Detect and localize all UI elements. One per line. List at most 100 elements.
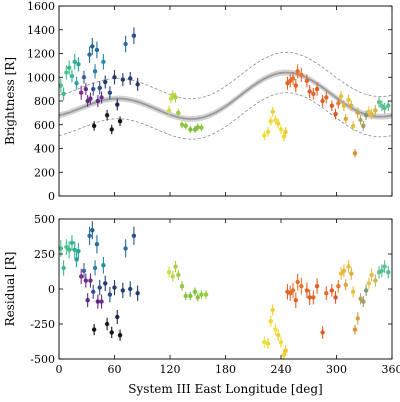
brightness-point-39: [176, 108, 181, 118]
brightness-point-65: [320, 95, 325, 107]
residual-point-marker: [166, 270, 172, 275]
brightness-point-marker: [349, 103, 354, 108]
brightness-point-marker: [329, 103, 335, 108]
residual-point-marker: [101, 263, 106, 268]
brightness-point-marker: [117, 118, 123, 124]
residual-point-27: [112, 279, 117, 296]
brightness-point-15: [91, 82, 96, 96]
brightness-point-61: [304, 74, 310, 88]
residual-point-marker: [333, 295, 338, 300]
residual-point-marker: [123, 246, 128, 251]
brightness-point-marker: [109, 127, 114, 132]
brightness-point-marker: [135, 82, 140, 87]
residual-point-marker: [346, 264, 351, 269]
brightness-point-marker: [355, 110, 360, 116]
residual-point-marker: [379, 268, 385, 273]
residual-point-45: [203, 290, 209, 299]
residual-point-marker: [299, 284, 304, 289]
residual-point-76: [352, 324, 358, 335]
brightness-point-marker: [376, 99, 382, 105]
residual-point-73: [346, 260, 351, 273]
brightness-point-38: [173, 92, 178, 103]
brightness-point-77: [355, 107, 360, 119]
brightness-point-13: [88, 92, 93, 105]
residual-point-17: [92, 260, 98, 276]
brightness-point-marker: [79, 90, 84, 95]
brightness-point-marker: [58, 83, 64, 88]
residual-point-marker: [304, 288, 310, 293]
brightness-point-marker: [307, 89, 312, 94]
brightness-point-22: [101, 54, 106, 70]
brightness-point-64: [314, 82, 320, 96]
residual-xtick-label: 300: [326, 363, 347, 376]
brightness-point-31: [123, 35, 128, 53]
residual-point-marker: [64, 244, 69, 250]
residual-point-marker: [311, 295, 316, 300]
brightness-point-6: [74, 76, 79, 90]
brightness-point-marker: [92, 69, 98, 74]
brightness-point-marker: [83, 86, 89, 92]
brightness-point-76: [352, 149, 358, 158]
brightness-point-55: [285, 76, 290, 90]
brightness-point-marker: [363, 113, 369, 118]
residual-panel: -500 -250 0 250 500 0 60 120 180 240 300 360 Residu…: [3, 213, 400, 396]
residual-point-marker: [349, 271, 354, 276]
brightness-point-53: [281, 131, 286, 142]
residual-point-42: [192, 287, 198, 296]
residual-point-marker: [336, 284, 341, 289]
residual-point-marker: [131, 233, 137, 238]
residual-point-marker: [281, 352, 286, 357]
brightness-point-44: [195, 123, 200, 131]
residual-point-77: [355, 312, 360, 325]
residual-point-54: [283, 345, 288, 357]
brightness-point-marker: [343, 116, 348, 122]
residual-point-marker: [192, 289, 198, 294]
brightness-point-83: [373, 105, 378, 116]
residual-point-83: [373, 274, 378, 287]
brightness-point-marker: [195, 124, 200, 130]
residual-point-marker: [314, 284, 320, 289]
residual-ytick-label: -500: [30, 353, 55, 366]
brightness-point-3: [66, 60, 72, 75]
brightness-point-29: [117, 116, 123, 126]
brightness-point-marker: [350, 123, 356, 129]
residual-point-marker: [176, 272, 181, 278]
brightness-point-marker: [199, 125, 204, 130]
brightness-point-marker: [386, 103, 391, 108]
residual-point-51: [276, 329, 281, 341]
brightness-point-35: [166, 105, 172, 116]
residual-point-marker: [288, 291, 293, 296]
residual-point-85: [379, 264, 385, 278]
residual-point-marker: [85, 298, 90, 303]
brightness-point-marker: [281, 134, 286, 139]
residual-ytick-label: 500: [34, 213, 55, 226]
residual-point-9: [81, 263, 87, 279]
residual-point-marker: [58, 246, 64, 251]
residual-point-28: [115, 310, 120, 324]
brightness-point-marker: [103, 79, 108, 85]
brightness-point-33: [131, 27, 137, 44]
brightness-point-84: [376, 96, 382, 108]
residual-point-marker: [295, 279, 300, 285]
brightness-point-27: [112, 70, 117, 85]
residual-point-marker: [120, 288, 126, 293]
residual-xtick-label: 60: [108, 363, 122, 376]
residual-point-72: [343, 279, 348, 291]
residual-point-marker: [92, 265, 98, 271]
brightness-point-8: [79, 85, 84, 100]
residual-point-marker: [293, 298, 298, 303]
brightness-point-marker: [373, 108, 378, 113]
residual-point-69: [336, 279, 341, 293]
brightness-point-marker: [333, 111, 338, 117]
brightness-point-0: [58, 78, 64, 93]
brightness-point-78: [358, 115, 363, 125]
residual-point-marker: [373, 278, 378, 283]
residual-point-46: [262, 336, 267, 348]
residual-point-13: [88, 273, 93, 288]
residual-xtick-label: 0: [56, 363, 63, 376]
residual-point-marker: [320, 330, 325, 335]
brightness-point-9: [81, 70, 87, 84]
brightness-points: [58, 27, 391, 158]
brightness-point-14: [90, 38, 95, 55]
residual-point-marker: [61, 265, 66, 271]
